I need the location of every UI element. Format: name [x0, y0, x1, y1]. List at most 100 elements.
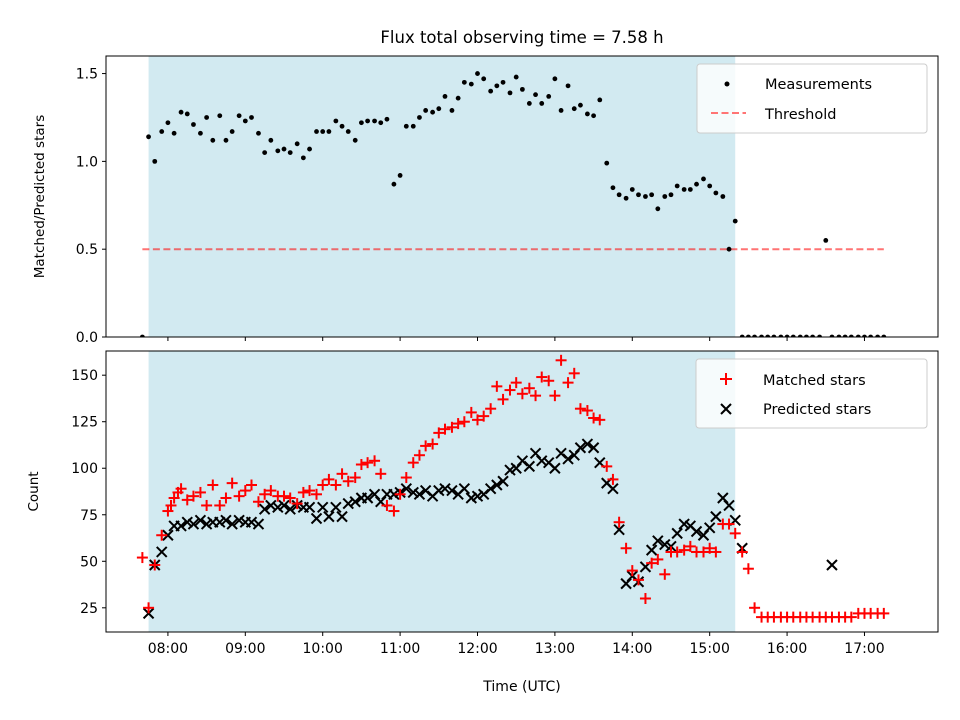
measurement-point [848, 334, 854, 337]
measurement-point [236, 113, 242, 119]
matched-point [284, 492, 296, 504]
matched-point [594, 414, 606, 426]
measurement-point [565, 83, 571, 89]
measurement-point [745, 334, 751, 337]
bottom-legend: Matched stars Predicted stars [695, 358, 928, 429]
matched-point [659, 568, 671, 580]
predicted-point [703, 522, 716, 534]
measurement-point [823, 238, 829, 243]
measurement-point [662, 194, 668, 199]
predicted-point [336, 510, 348, 523]
measurement-point [513, 74, 519, 80]
x-tick-label: 14:00 [612, 641, 652, 657]
measurement-point [623, 195, 629, 201]
measurement-point [256, 130, 261, 136]
measurement-point [804, 334, 809, 337]
matched-point [446, 421, 458, 433]
measurement-point [171, 130, 177, 136]
measurement-point [210, 137, 216, 143]
measurement-point [359, 120, 364, 126]
predicted-point [142, 607, 155, 620]
matched-point [323, 473, 335, 485]
predicted-point [400, 483, 413, 495]
measurement-point [597, 97, 603, 103]
measurement-point [507, 90, 513, 96]
matched-point [297, 486, 309, 498]
matched-point [504, 384, 516, 396]
matched-point [381, 499, 393, 511]
matched-point [400, 472, 412, 484]
measurement-point [687, 187, 693, 192]
matched-point [581, 405, 593, 417]
measurement-point [198, 130, 203, 136]
predicted-point [265, 499, 277, 512]
matched-point [214, 499, 226, 511]
measurement-point [139, 334, 145, 337]
matched-point [452, 418, 464, 430]
matched-point [536, 371, 548, 383]
measurement-point [649, 192, 655, 198]
matched-point [613, 516, 625, 528]
measurement-point [204, 115, 210, 120]
measurement-point [694, 181, 699, 187]
measurement-point [810, 334, 816, 337]
matched-point [543, 375, 555, 387]
matched-point [471, 414, 483, 426]
measurement-point [391, 181, 397, 187]
x-tick-label: 10:00 [303, 641, 343, 657]
matched-point [465, 406, 477, 418]
measurement-point [604, 160, 610, 166]
matched-point [588, 412, 600, 424]
measurement-point [268, 137, 274, 143]
legend-matched-label: Matched stars [763, 373, 866, 389]
predicted-point [342, 497, 354, 510]
matched-point [149, 559, 161, 571]
measurement-point [384, 116, 390, 122]
matched-point [555, 354, 567, 366]
predicted-point [484, 483, 497, 495]
measurement-point [184, 111, 190, 117]
predicted-point [574, 442, 587, 454]
top-y-axis-label: Matched/Predicted stars [32, 115, 48, 278]
top-axes-frame [105, 55, 939, 338]
measurement-point [500, 79, 506, 85]
measurement-point [314, 129, 319, 134]
measurement-point [790, 334, 796, 337]
matched-point [342, 475, 354, 487]
matched-point [220, 492, 232, 504]
measurement-point [636, 192, 641, 198]
measurement-point [726, 246, 732, 252]
measurement-point [784, 334, 790, 337]
measurement-point [643, 194, 648, 199]
x-axis-label: Time (UTC) [482, 679, 560, 695]
matched-point [413, 449, 425, 461]
matched-point [485, 403, 497, 415]
measurement-point [229, 129, 235, 134]
matched-point [156, 529, 168, 541]
legend-predicted-label: Predicted stars [763, 402, 871, 418]
measurement-point [862, 334, 867, 337]
y-tick-label: 1.0 [76, 154, 98, 170]
x-tick-label: 15:00 [690, 641, 730, 657]
matched-point [388, 505, 400, 517]
measurement-point [249, 115, 254, 120]
measurement-point [326, 129, 332, 134]
measurement-point [410, 123, 416, 129]
measurement-point [681, 187, 687, 192]
y-tick-label: 0.5 [76, 242, 98, 258]
measurement-point [526, 101, 532, 106]
measurement-point [591, 113, 596, 119]
measurement-point [417, 115, 422, 120]
predicted-point [587, 442, 600, 454]
predicted-point [652, 535, 664, 547]
matched-point [491, 380, 503, 392]
bottom-legend-box [695, 358, 928, 429]
matched-point [710, 546, 722, 558]
predicted-point [245, 516, 258, 528]
matched-point [639, 593, 651, 605]
matched-point [574, 403, 586, 415]
bottom-axes-frame [105, 350, 939, 633]
measurement-point [294, 141, 300, 147]
matched-point [207, 479, 219, 491]
matched-point [239, 485, 251, 497]
